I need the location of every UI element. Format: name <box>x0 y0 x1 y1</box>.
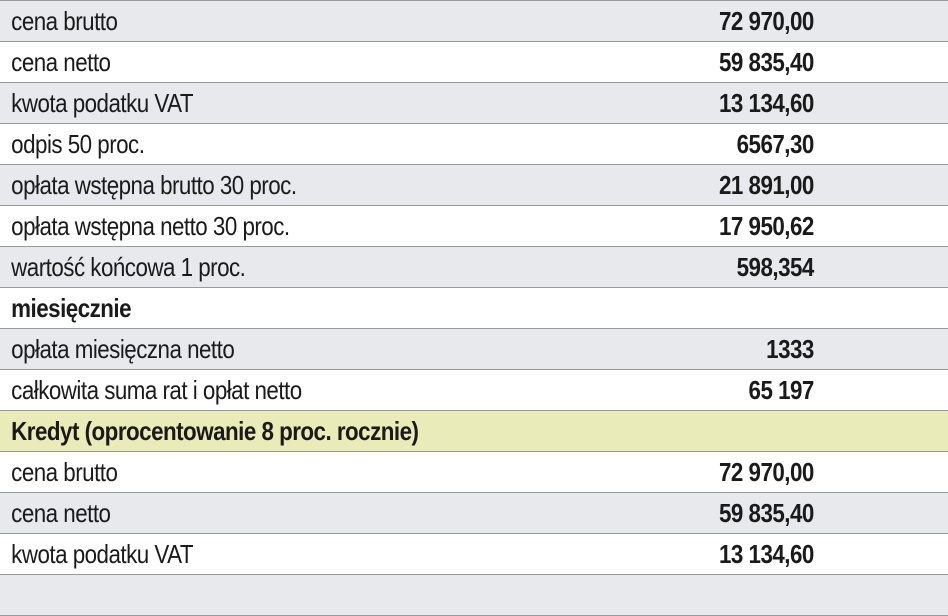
table-row: cena netto 59 835,40 <box>0 493 948 534</box>
table-row-cutoff <box>0 575 948 616</box>
subheader-label: miesięcznie <box>11 292 132 323</box>
row-label: cena brutto <box>11 456 118 487</box>
table-row: opłata wstępna brutto 30 proc. 21 891,00 <box>0 165 948 206</box>
row-label: cena netto <box>11 46 111 77</box>
row-value: 59 835,40 <box>718 46 814 77</box>
row-label: całkowita suma rat i opłat netto <box>11 374 302 405</box>
row-label: cena netto <box>11 497 111 528</box>
table-row: wartość końcowa 1 proc. 598,354 <box>0 247 948 288</box>
table-row: odpis 50 proc. 6567,30 <box>0 124 948 165</box>
row-value: 13 134,60 <box>718 538 814 569</box>
table-row: kwota podatku VAT 13 134,60 <box>0 534 948 575</box>
table-row: cena brutto 72 970,00 <box>0 1 948 42</box>
table-row: opłata wstępna netto 30 proc. 17 950,62 <box>0 206 948 247</box>
row-value: 59 835,40 <box>718 497 814 528</box>
row-label: wartość końcowa 1 proc. <box>11 251 246 282</box>
credit-section-header: Kredyt (oprocentowanie 8 proc. rocznie) <box>0 411 948 452</box>
table-row: opłata miesięczna netto 1333 <box>0 329 948 370</box>
row-label: kwota podatku VAT <box>11 538 193 569</box>
row-label: cena brutto <box>11 5 118 36</box>
row-value: 13 134,60 <box>718 87 814 118</box>
row-value: 72 970,00 <box>718 5 814 36</box>
row-value: 17 950,62 <box>718 210 814 241</box>
table-row: cena brutto 72 970,00 <box>0 452 948 493</box>
section-header-cutoff <box>0 0 948 1</box>
table-row: kwota podatku VAT 13 134,60 <box>0 83 948 124</box>
row-value: 598,354 <box>736 251 815 282</box>
table-row: cena netto 59 835,40 <box>0 42 948 83</box>
monthly-subheader: miesięcznie <box>0 288 948 329</box>
row-value: 6567,30 <box>736 128 815 159</box>
section-title: Kredyt (oprocentowanie 8 proc. rocznie) <box>11 415 419 446</box>
row-label: opłata miesięczna netto <box>11 333 235 364</box>
row-value: 65 197 <box>748 374 815 405</box>
row-value: 72 970,00 <box>718 456 814 487</box>
row-label: opłata wstępna netto 30 proc. <box>11 210 290 241</box>
row-label: opłata wstępna brutto 30 proc. <box>11 169 297 200</box>
table-row: całkowita suma rat i opłat netto 65 197 <box>0 370 948 411</box>
row-label: kwota podatku VAT <box>11 87 193 118</box>
row-value: 1333 <box>766 333 814 364</box>
row-value: 21 891,00 <box>718 169 814 200</box>
row-label: odpis 50 proc. <box>11 128 145 159</box>
